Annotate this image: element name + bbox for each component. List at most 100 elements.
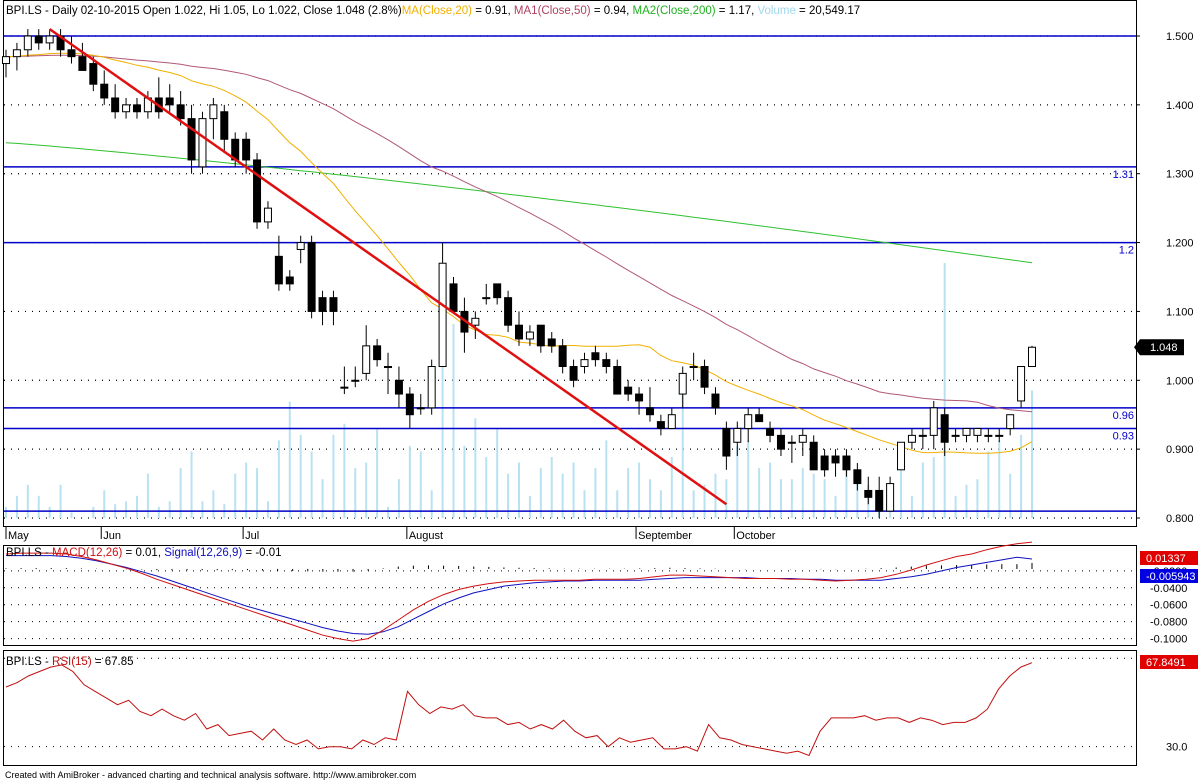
price-grid bbox=[4, 35, 1136, 519]
candle-body-up bbox=[580, 359, 589, 368]
volume-bar bbox=[299, 434, 302, 518]
date-axis: May Jun Jul August September October bbox=[5, 527, 776, 542]
volume-bar bbox=[125, 501, 128, 518]
candle-body-up bbox=[907, 434, 916, 443]
moving-average-lines bbox=[5, 52, 1033, 454]
volume-bar bbox=[539, 468, 542, 518]
level-label: 1.31 bbox=[1113, 169, 1134, 181]
candle bbox=[722, 421, 731, 470]
candle-body-down bbox=[558, 345, 567, 368]
volume-bar bbox=[932, 457, 935, 518]
volume-bar bbox=[452, 323, 455, 518]
candle-body-down bbox=[34, 35, 43, 44]
volume-bar bbox=[769, 462, 772, 518]
volume-bar bbox=[15, 495, 18, 518]
candle bbox=[995, 428, 1004, 443]
candle-body-down bbox=[220, 111, 229, 140]
volume-bar bbox=[921, 462, 924, 518]
candle-body-down bbox=[700, 366, 709, 388]
candle bbox=[198, 111, 207, 174]
candle-body-down bbox=[591, 352, 600, 361]
volume-bar bbox=[1009, 473, 1012, 518]
volume-bar bbox=[561, 473, 564, 518]
header-ma200-label: MA2(Close,200) bbox=[633, 5, 716, 17]
candle bbox=[471, 311, 480, 339]
candle-body-up bbox=[296, 242, 305, 250]
candle-body-down bbox=[853, 469, 862, 485]
rsi-line bbox=[5, 662, 1033, 757]
header-ma20-label: MA(Close,20) bbox=[402, 5, 472, 17]
header-volume-value: = 20,549.17 bbox=[796, 5, 860, 17]
candle bbox=[427, 359, 436, 415]
candle bbox=[875, 476, 884, 518]
candle-body-down bbox=[67, 49, 76, 58]
candlesticks bbox=[2, 29, 1036, 518]
candle bbox=[755, 407, 764, 423]
candle-body-up bbox=[122, 104, 131, 113]
volume-bar bbox=[26, 484, 29, 518]
candle-body-up bbox=[23, 35, 32, 51]
macd-value-tag-bg bbox=[1140, 551, 1198, 565]
volume-bar bbox=[256, 468, 259, 518]
candle-body-down bbox=[635, 393, 644, 402]
candle-body-up bbox=[340, 386, 349, 389]
candle bbox=[89, 56, 98, 92]
candle-body-up bbox=[918, 434, 927, 437]
last-price-tag-bg bbox=[1140, 339, 1184, 356]
volume-bar bbox=[550, 457, 553, 518]
volume-bar bbox=[190, 451, 193, 518]
candle bbox=[2, 49, 10, 78]
candle-body-down bbox=[449, 283, 458, 312]
level-label: 0.93 bbox=[1113, 430, 1134, 442]
candle-body-down bbox=[645, 407, 654, 416]
candle-body-up bbox=[984, 434, 993, 437]
candle-body-down bbox=[504, 297, 513, 326]
header-ma50-value: = 0.94, bbox=[591, 5, 633, 17]
candle bbox=[645, 387, 654, 422]
price-tick-label: 1.200 bbox=[1166, 238, 1194, 250]
volume-bar bbox=[277, 440, 280, 518]
candle bbox=[667, 407, 676, 429]
volume-bar bbox=[288, 401, 291, 518]
candle bbox=[580, 352, 589, 374]
volume-bar bbox=[681, 390, 684, 518]
panel-frames bbox=[3, 0, 1137, 766]
volume-bar bbox=[201, 501, 204, 518]
candle bbox=[12, 42, 21, 71]
volume-bar bbox=[845, 462, 848, 518]
candle bbox=[274, 235, 283, 291]
candle bbox=[689, 352, 698, 381]
candle-body-up bbox=[362, 345, 371, 374]
candle bbox=[940, 407, 949, 457]
header-ma200-value: = 1.17, bbox=[716, 5, 758, 17]
candle-body-up bbox=[525, 331, 534, 340]
rsi-value-tag-bg bbox=[1140, 655, 1198, 669]
rsi-header-rsi-value: = 67.85 bbox=[92, 656, 134, 668]
candle-body-up bbox=[995, 434, 1004, 437]
volume-bar bbox=[954, 495, 957, 518]
candle-body-down bbox=[547, 338, 556, 347]
candle-body-up bbox=[471, 317, 480, 326]
price-tick-label: 1.100 bbox=[1166, 306, 1194, 318]
volume-bar bbox=[572, 462, 575, 518]
candle-body-down bbox=[755, 414, 764, 423]
candle bbox=[678, 366, 687, 408]
candle-body-up bbox=[929, 407, 938, 436]
volume-bars bbox=[5, 263, 1033, 518]
candle bbox=[504, 290, 513, 333]
volume-bar bbox=[659, 490, 662, 518]
volume-bar bbox=[965, 484, 968, 518]
volume-bar bbox=[976, 479, 979, 518]
candle bbox=[787, 435, 796, 463]
volume-bar bbox=[812, 473, 815, 518]
candle-body-up bbox=[886, 483, 895, 512]
candle-body-down bbox=[373, 345, 382, 361]
volume-bar bbox=[485, 457, 488, 518]
candle bbox=[886, 476, 895, 512]
candle bbox=[165, 84, 174, 112]
header-prefix: BPI.LS - Daily 02-10-2015 Open 1.022, Hi… bbox=[6, 5, 402, 17]
candle bbox=[78, 42, 87, 71]
candle bbox=[962, 427, 971, 443]
candle bbox=[34, 29, 43, 50]
candle bbox=[569, 359, 578, 388]
